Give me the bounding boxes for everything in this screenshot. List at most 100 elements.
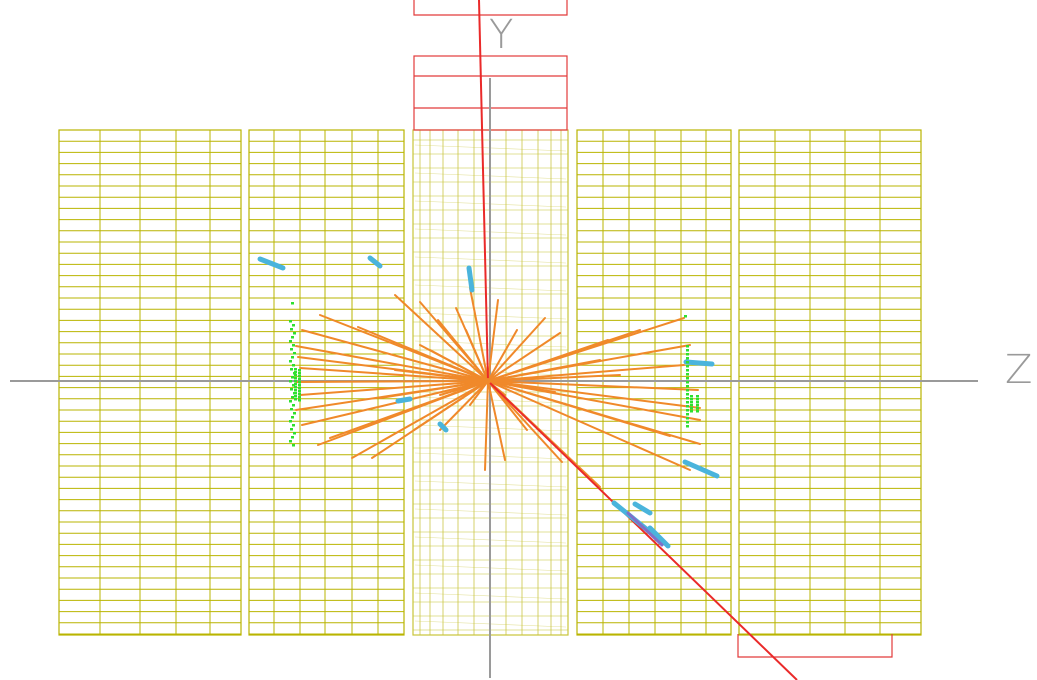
hit-green — [294, 386, 297, 389]
particle-track — [299, 367, 489, 382]
particle-track — [357, 326, 489, 382]
muon-chamber-bottom-right — [737, 634, 893, 658]
hit-green — [686, 401, 689, 404]
hit-green — [686, 381, 689, 384]
hit-green — [292, 344, 295, 347]
particle-track — [487, 380, 563, 463]
hit-green — [686, 369, 689, 372]
hit-green — [686, 373, 689, 376]
hit-green — [686, 385, 689, 388]
hit-green — [696, 401, 699, 404]
hit-green — [292, 404, 295, 407]
hit-green — [684, 315, 687, 318]
particle-track — [487, 380, 691, 471]
particle-track — [487, 317, 546, 382]
hit-green — [290, 428, 293, 431]
hit-green — [686, 417, 689, 420]
hit-clusters-purple — [626, 511, 664, 547]
right-grid-frame — [576, 129, 732, 636]
hit-green — [298, 369, 301, 372]
calorimeter-module-far-right — [738, 129, 922, 636]
hit-green — [294, 371, 297, 374]
hit-green — [294, 392, 297, 395]
hit-green — [686, 357, 689, 360]
hit-green — [290, 348, 293, 351]
hit-green — [289, 380, 292, 383]
hit-green — [298, 378, 301, 381]
particle-track — [487, 332, 561, 382]
z-axis-label: Z — [1005, 347, 1032, 393]
particle-track — [394, 369, 489, 382]
hit-green — [686, 421, 689, 424]
hit-cluster-blue — [632, 501, 653, 516]
particle-track — [437, 319, 489, 382]
muon-track-down — [487, 380, 798, 680]
hit-green — [290, 328, 293, 331]
hit-green — [298, 372, 301, 375]
particle-track — [295, 345, 489, 382]
hit-green — [292, 424, 295, 427]
hit-green — [291, 302, 294, 305]
hit-cluster-blue — [367, 255, 383, 269]
hit-green — [686, 413, 689, 416]
hit-green — [696, 410, 699, 413]
hit-green — [696, 404, 699, 407]
particle-track — [487, 364, 685, 382]
hit-green — [290, 408, 293, 411]
hit-green — [690, 404, 693, 407]
calorimeter-module-far-left — [58, 129, 242, 636]
hit-green — [696, 407, 699, 410]
hit-green — [292, 364, 295, 367]
hit-cluster-blue — [437, 421, 449, 433]
hit-green — [294, 383, 297, 386]
particle-track — [299, 380, 489, 396]
particle-track — [351, 380, 489, 459]
hit-cluster-blue — [466, 265, 475, 293]
particle-track — [295, 380, 489, 383]
hit-green — [690, 401, 693, 404]
left-grid-frame — [248, 129, 405, 636]
hit-green — [686, 405, 689, 408]
particle-track — [487, 339, 609, 382]
hit-cluster-blue — [683, 359, 715, 367]
particle-track — [487, 359, 601, 382]
hit-cluster-blue — [395, 396, 413, 404]
hit-green — [686, 361, 689, 364]
hit-green — [686, 389, 689, 392]
hit-green — [686, 365, 689, 368]
hit-green — [294, 368, 297, 371]
hit-green — [696, 395, 699, 398]
hit-green — [289, 340, 292, 343]
hit-green — [289, 420, 292, 423]
particle-track — [301, 380, 489, 426]
hit-cluster-blue — [647, 525, 671, 549]
hit-green — [291, 436, 294, 439]
hit-green — [292, 384, 295, 387]
hit-green — [289, 320, 292, 323]
particle-track — [487, 380, 556, 393]
hit-green — [686, 409, 689, 412]
y-axis-label: Y — [489, 12, 513, 58]
hit-green — [298, 399, 301, 402]
hit-green — [298, 375, 301, 378]
hit-green — [293, 332, 296, 335]
calorimeter-module-right — [576, 129, 732, 636]
particle-track — [487, 380, 699, 391]
hit-green — [686, 393, 689, 396]
particle-track — [484, 380, 489, 471]
hit-green — [690, 410, 693, 413]
particle-tracks — [295, 287, 701, 488]
muon-track-up — [478, 0, 489, 382]
hit-green — [290, 368, 293, 371]
muon-chamber-top — [413, 0, 568, 16]
hit-green — [294, 389, 297, 392]
hit-green — [289, 440, 292, 443]
hit-green — [291, 356, 294, 359]
hit-green — [294, 398, 297, 401]
hit-clusters-blue — [257, 255, 720, 549]
hit-clusters-green — [289, 302, 699, 447]
hit-green — [686, 353, 689, 356]
hit-green — [298, 393, 301, 396]
hit-green — [686, 425, 689, 428]
hit-green — [686, 377, 689, 380]
